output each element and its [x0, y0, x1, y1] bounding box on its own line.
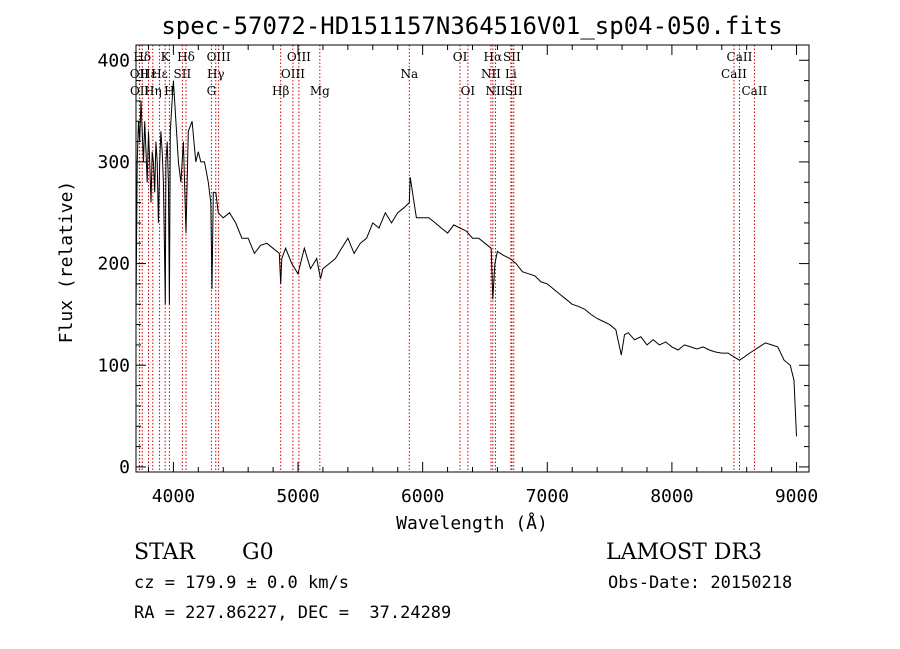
- marker-label-26: CaII: [727, 50, 753, 64]
- y-tick-label-4: 400: [97, 50, 130, 71]
- observation-date: Obs-Date: 20150218: [608, 573, 793, 593]
- spectrum-line: [135, 80, 797, 437]
- marker-label-14: OIII: [287, 50, 311, 64]
- redshift-line: cz = 179.9 ± 0.0 km/s: [134, 573, 349, 593]
- marker-label-27: CaII: [721, 67, 747, 81]
- marker-label-16: Mg: [310, 84, 330, 98]
- marker-label-7: H: [164, 84, 174, 98]
- marker-label-9: SII: [174, 67, 192, 81]
- marker-label-4: Hη: [144, 84, 162, 98]
- x-axis-label: Wavelength (Å): [396, 512, 548, 534]
- marker-label-8: Hδ: [177, 50, 195, 64]
- marker-label-28: CaII: [741, 84, 767, 98]
- x-tick-label-5: 9000: [775, 486, 818, 507]
- marker-label-22: NII: [481, 67, 501, 81]
- marker-label-21: SII: [503, 50, 521, 64]
- y-tick-label-2: 200: [97, 254, 130, 275]
- object-class: STAR: [134, 540, 195, 565]
- marker-label-5: K: [161, 50, 171, 64]
- coordinates-line: RA = 227.86227, DEC = 37.24289: [134, 603, 452, 623]
- y-axis-label: Flux (relative): [56, 181, 77, 344]
- x-tick-label-2: 6000: [401, 486, 444, 507]
- survey-name: LAMOST DR3: [606, 540, 762, 565]
- marker-label-20: Hα: [484, 50, 503, 64]
- marker-label-11: Hγ: [207, 67, 225, 81]
- object-subclass: G0: [242, 540, 274, 565]
- x-tick-label-0: 4000: [152, 486, 195, 507]
- marker-label-6: Hε: [151, 67, 168, 81]
- marker-label-15: OIII: [281, 67, 305, 81]
- y-tick-label-0: 0: [119, 457, 130, 478]
- marker-label-2: OII: [130, 84, 150, 98]
- y-tick-label-1: 100: [97, 355, 130, 376]
- plot-area: [135, 44, 810, 473]
- x-tick-label-4: 8000: [650, 486, 693, 507]
- marker-label-18: OI: [453, 50, 468, 64]
- marker-label-19: OI: [461, 84, 476, 98]
- y-tick-label-3: 300: [97, 152, 130, 173]
- marker-label-23: Li: [505, 67, 517, 81]
- marker-label-10: OIII: [207, 50, 231, 64]
- marker-label-24: NII: [485, 84, 505, 98]
- marker-label-17: Na: [400, 67, 418, 81]
- marker-label-25: SII: [505, 84, 523, 98]
- chart-title: spec-57072-HD151157N364516V01_sp04-050.f…: [161, 12, 782, 40]
- marker-label-13: Hβ: [272, 84, 289, 98]
- y-axis: 0 100 200 300 400: [97, 50, 809, 478]
- marker-label-12: G: [207, 84, 217, 98]
- plot-frame: [135, 44, 810, 473]
- x-axis: 4000 5000 6000 7000 8000 9000: [147, 45, 818, 507]
- x-tick-label-3: 7000: [526, 486, 569, 507]
- x-tick-label-1: 5000: [276, 486, 319, 507]
